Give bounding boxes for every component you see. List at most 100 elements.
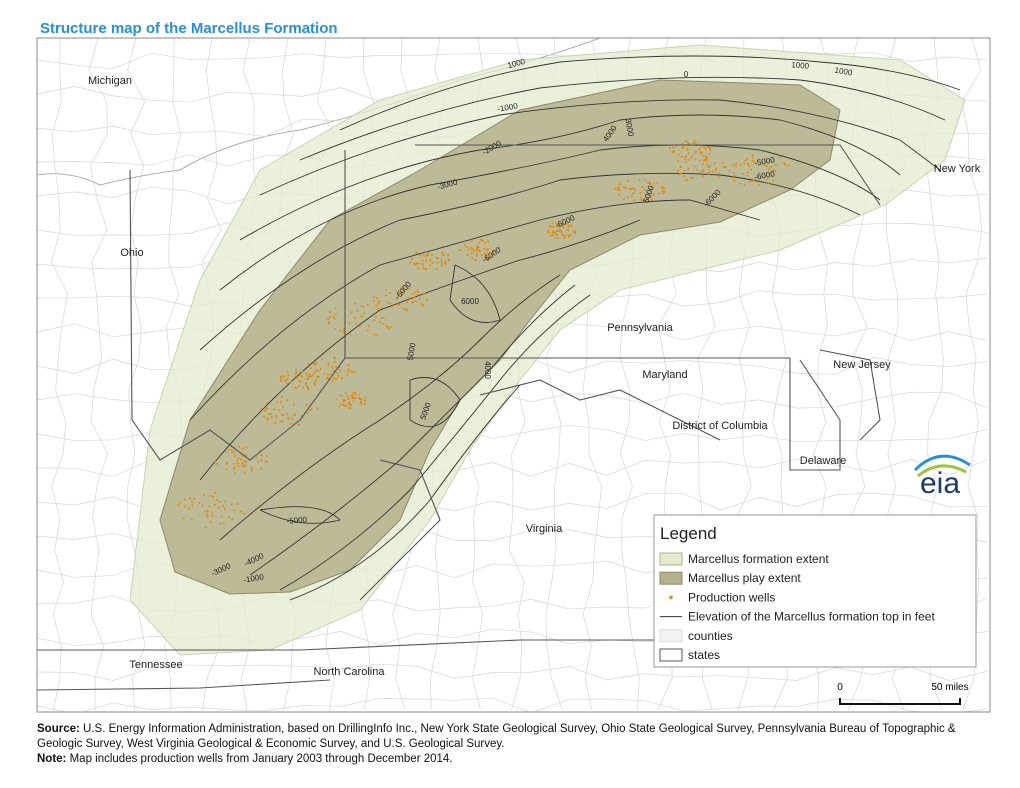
production-well (547, 231, 550, 234)
production-well (732, 171, 735, 174)
production-well (231, 451, 234, 454)
production-wells (177, 139, 790, 529)
production-well (668, 147, 671, 150)
production-well (381, 307, 384, 310)
production-well (440, 258, 443, 261)
production-well (263, 416, 266, 419)
production-well (571, 225, 574, 228)
production-well (402, 290, 405, 293)
production-well (691, 154, 694, 157)
production-well (681, 142, 684, 145)
production-well (327, 318, 330, 321)
production-well (351, 395, 354, 398)
production-well (350, 404, 353, 407)
production-well (346, 374, 349, 377)
production-well (279, 420, 282, 423)
production-well (742, 173, 745, 176)
production-well (444, 260, 447, 263)
production-well (245, 453, 248, 456)
production-well (362, 306, 365, 309)
place-label: Pennsylvania (607, 322, 673, 334)
production-well (280, 380, 283, 383)
production-well (328, 322, 331, 325)
production-well (709, 149, 712, 152)
production-well (549, 234, 552, 237)
production-well (335, 366, 338, 369)
production-well (280, 395, 283, 398)
production-well (422, 267, 425, 270)
production-well (552, 231, 555, 234)
production-well (190, 518, 193, 521)
place-label: Tennessee (129, 659, 182, 671)
production-well (266, 418, 269, 421)
production-well (751, 156, 754, 159)
map-frame (36, 37, 991, 713)
production-well (347, 397, 350, 400)
scale-end: 50 miles (931, 682, 968, 693)
production-well (421, 304, 424, 307)
production-well (354, 302, 357, 305)
production-well (390, 305, 393, 308)
production-well (400, 291, 403, 294)
production-well (783, 162, 786, 165)
production-well (481, 239, 484, 242)
production-well (350, 311, 353, 314)
production-well (483, 253, 486, 256)
production-well (672, 146, 675, 149)
production-well (356, 310, 359, 313)
production-well (486, 249, 489, 252)
production-well (300, 414, 303, 417)
production-well (661, 190, 664, 193)
production-well (374, 316, 377, 319)
production-well (233, 466, 236, 469)
production-well (294, 375, 297, 378)
legend-swatch (669, 595, 673, 600)
production-well (480, 254, 483, 257)
production-well (750, 168, 753, 171)
production-well (354, 396, 357, 399)
production-well (426, 252, 429, 255)
production-well (193, 497, 196, 500)
production-well (310, 375, 313, 378)
place-label: Michigan (88, 75, 132, 87)
production-well (632, 187, 635, 190)
production-well (274, 414, 277, 417)
production-well (270, 416, 273, 419)
production-well (215, 499, 218, 502)
note: Note: Map includes production wells from… (37, 752, 997, 767)
contour-label: -5000 (754, 155, 776, 168)
production-well (366, 329, 369, 332)
production-well (557, 226, 560, 229)
production-well (478, 249, 481, 252)
legend-swatch (659, 571, 683, 585)
contour-label: 1000 (791, 60, 810, 71)
production-well (498, 246, 501, 249)
production-well (707, 146, 710, 149)
production-well (260, 459, 263, 462)
production-well (413, 296, 416, 299)
production-well (431, 254, 434, 257)
county-line (51, 38, 68, 711)
production-well (435, 256, 438, 259)
production-well (672, 150, 675, 153)
production-well (213, 460, 216, 463)
production-well (243, 472, 246, 475)
production-well (425, 299, 428, 302)
production-well (301, 370, 304, 373)
production-well (333, 356, 336, 359)
production-well (300, 374, 303, 377)
production-well (250, 466, 253, 469)
production-well (475, 252, 478, 255)
production-well (209, 520, 212, 523)
note-label: Note: (37, 753, 67, 765)
production-well (470, 239, 473, 242)
production-well (560, 230, 563, 233)
logo-text: eia (920, 467, 960, 500)
production-well (338, 394, 341, 397)
production-well (273, 422, 276, 425)
production-well (341, 376, 344, 379)
county-line (37, 51, 988, 70)
production-well (558, 224, 561, 227)
production-well (340, 403, 343, 406)
production-well (473, 249, 476, 252)
